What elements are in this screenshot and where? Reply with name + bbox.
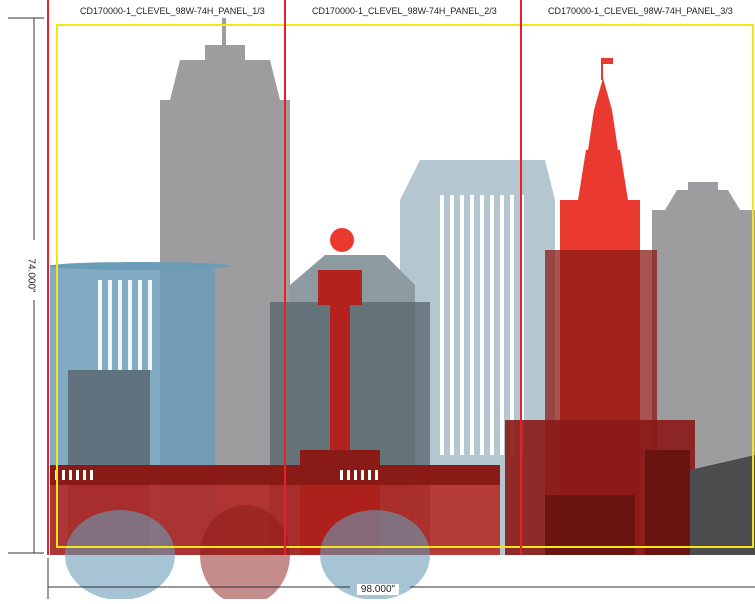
lower-right-buildings-illustration xyxy=(505,420,755,555)
height-dimension-label: 74.000" xyxy=(25,256,37,295)
bridge-illustration xyxy=(50,465,500,604)
width-dimension-label: 98.000" xyxy=(356,584,400,595)
panel-label-2: CD170000-1_CLEVEL_98W-74H_PANEL_2/3 xyxy=(312,6,497,16)
panel-label-3: CD170000-1_CLEVEL_98W-74H_PANEL_3/3 xyxy=(548,6,733,16)
width-dimension-line xyxy=(47,558,755,599)
panel-label-1: CD170000-1_CLEVEL_98W-74H_PANEL_1/3 xyxy=(80,6,265,16)
height-dimension-line xyxy=(8,17,44,554)
safe-area-guide xyxy=(56,24,754,548)
